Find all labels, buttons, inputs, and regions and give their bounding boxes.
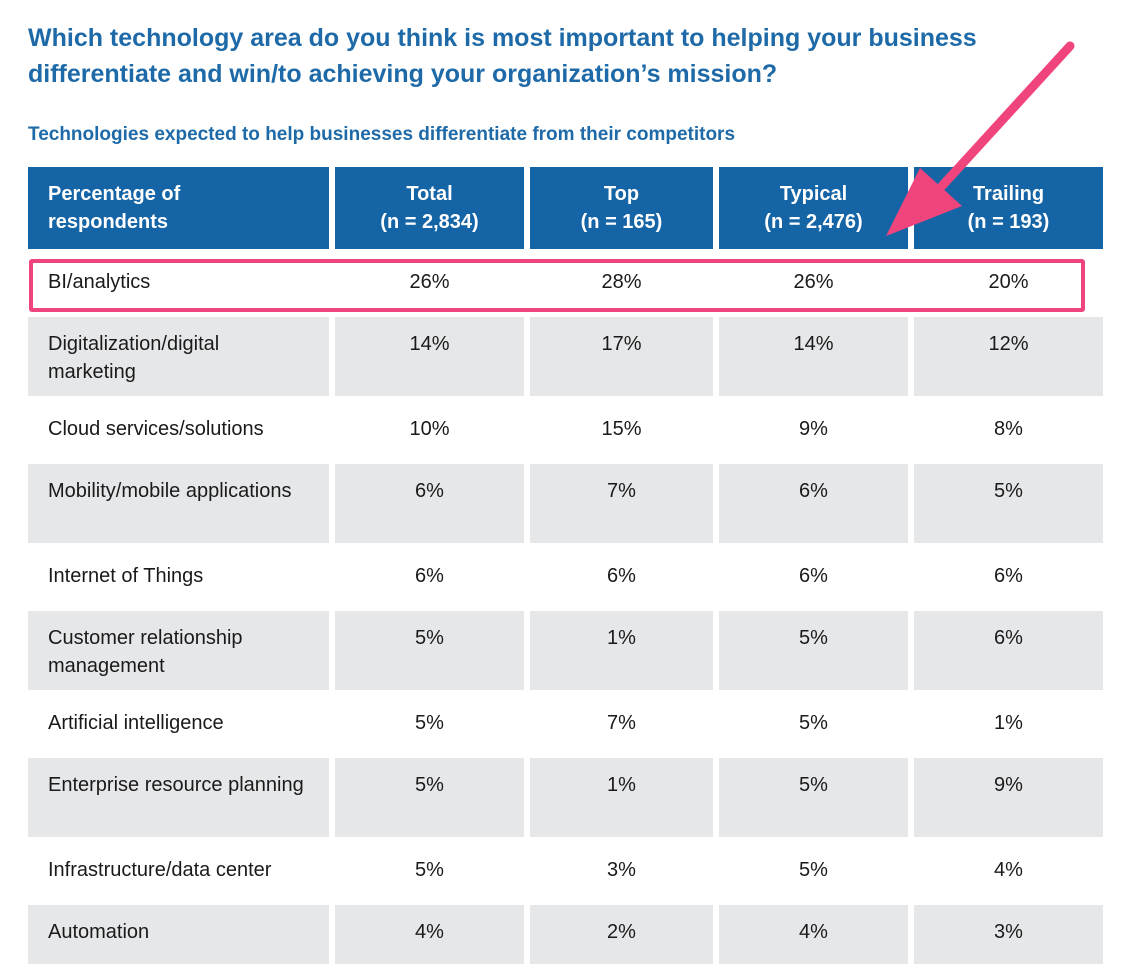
row-label: Cloud services/solutions bbox=[28, 396, 332, 461]
cell-total: 6% bbox=[329, 543, 527, 608]
table-row: Customer relationship management 5% 1% 5… bbox=[28, 605, 1103, 693]
header-row: Percentage of respondents Total (n = 2,8… bbox=[28, 167, 1103, 252]
table-row: Internet of Things 6% 6% 6% 6% bbox=[28, 543, 1103, 608]
cell-top: 7% bbox=[524, 690, 716, 755]
header-label-column: Percentage of respondents bbox=[28, 167, 332, 252]
cell-top: 1% bbox=[524, 752, 716, 840]
cell-top: 2% bbox=[524, 899, 716, 964]
cell-typical: 5% bbox=[713, 837, 911, 902]
cell-top: 3% bbox=[524, 837, 716, 902]
header-line1: Total bbox=[406, 183, 453, 205]
row-label: Mobility/mobile applications bbox=[28, 458, 332, 546]
cell-top: 6% bbox=[524, 543, 716, 608]
cell-trailing: 6% bbox=[908, 605, 1103, 693]
header-line1: Trailing bbox=[972, 183, 1045, 205]
header-line2: (n = 2,834) bbox=[380, 211, 479, 233]
cell-typical: 14% bbox=[713, 311, 911, 399]
cell-total: 5% bbox=[329, 837, 527, 902]
cell-typical: 9% bbox=[713, 396, 911, 461]
cell-typical: 5% bbox=[713, 605, 911, 693]
table-row: Cloud services/solutions 10% 15% 9% 8% bbox=[28, 396, 1103, 461]
cell-total: 26% bbox=[329, 249, 527, 314]
cell-typical: 4% bbox=[713, 899, 911, 964]
row-label: Digitalization/digital marketing bbox=[28, 311, 332, 399]
cell-trailing: 9% bbox=[908, 752, 1103, 840]
cell-total: 14% bbox=[329, 311, 527, 399]
header-line2: (n = 165) bbox=[580, 211, 663, 233]
cell-typical: 5% bbox=[713, 690, 911, 755]
cell-typical: 26% bbox=[713, 249, 911, 314]
cell-trailing: 12% bbox=[908, 311, 1103, 399]
header-top: Top (n = 165) bbox=[524, 167, 716, 252]
header-trailing: Trailing (n = 193) bbox=[908, 167, 1103, 252]
row-label: Customer relationship management bbox=[28, 605, 332, 693]
cell-top: 15% bbox=[524, 396, 716, 461]
table-row: Enterprise resource planning 5% 1% 5% 9% bbox=[28, 752, 1103, 840]
row-label: Automation bbox=[28, 899, 332, 964]
header-line2: (n = 193) bbox=[967, 211, 1050, 233]
table-row: Artificial intelligence 5% 7% 5% 1% bbox=[28, 690, 1103, 755]
cell-total: 5% bbox=[329, 752, 527, 840]
table-row: Digitalization/digital marketing 14% 17%… bbox=[28, 311, 1103, 399]
cell-top: 28% bbox=[524, 249, 716, 314]
row-label: Infrastructure/data center bbox=[28, 837, 332, 902]
cell-trailing: 6% bbox=[908, 543, 1103, 608]
table-row: BI/analytics 26% 28% 26% 20% bbox=[28, 249, 1103, 314]
cell-total: 5% bbox=[329, 690, 527, 755]
row-label: BI/analytics bbox=[28, 249, 332, 314]
table-row: Automation 4% 2% 4% 3% bbox=[28, 899, 1103, 964]
cell-total: 4% bbox=[329, 899, 527, 964]
cell-top: 1% bbox=[524, 605, 716, 693]
header-line2: (n = 2,476) bbox=[764, 211, 863, 233]
cell-trailing: 1% bbox=[908, 690, 1103, 755]
cell-top: 7% bbox=[524, 458, 716, 546]
survey-question: Which technology area do you think is mo… bbox=[28, 24, 977, 88]
header-line1: Top bbox=[603, 183, 640, 205]
cell-top: 17% bbox=[524, 311, 716, 399]
header-total: Total (n = 2,834) bbox=[329, 167, 527, 252]
cell-trailing: 4% bbox=[908, 837, 1103, 902]
cell-total: 10% bbox=[329, 396, 527, 461]
cell-trailing: 8% bbox=[908, 396, 1103, 461]
row-label: Enterprise resource planning bbox=[28, 752, 332, 840]
cell-trailing: 3% bbox=[908, 899, 1103, 964]
cell-typical: 6% bbox=[713, 543, 911, 608]
header-line1: Typical bbox=[779, 183, 848, 205]
row-label: Artificial intelligence bbox=[28, 690, 332, 755]
header-typical: Typical (n = 2,476) bbox=[713, 167, 911, 252]
cell-trailing: 5% bbox=[908, 458, 1103, 546]
cell-total: 5% bbox=[329, 605, 527, 693]
results-table: Percentage of respondents Total (n = 2,8… bbox=[28, 167, 1103, 964]
header-line1: Percentage of bbox=[48, 183, 181, 205]
cell-total: 6% bbox=[329, 458, 527, 546]
table-row: Mobility/mobile applications 6% 7% 6% 5% bbox=[28, 458, 1103, 546]
table-row: Infrastructure/data center 5% 3% 5% 4% bbox=[28, 837, 1103, 902]
table-subtitle: Technologies expected to help businesses… bbox=[28, 124, 736, 145]
cell-typical: 6% bbox=[713, 458, 911, 546]
header-line2: respondents bbox=[48, 211, 169, 233]
cell-typical: 5% bbox=[713, 752, 911, 840]
cell-trailing: 20% bbox=[908, 249, 1103, 314]
row-label: Internet of Things bbox=[28, 543, 332, 608]
